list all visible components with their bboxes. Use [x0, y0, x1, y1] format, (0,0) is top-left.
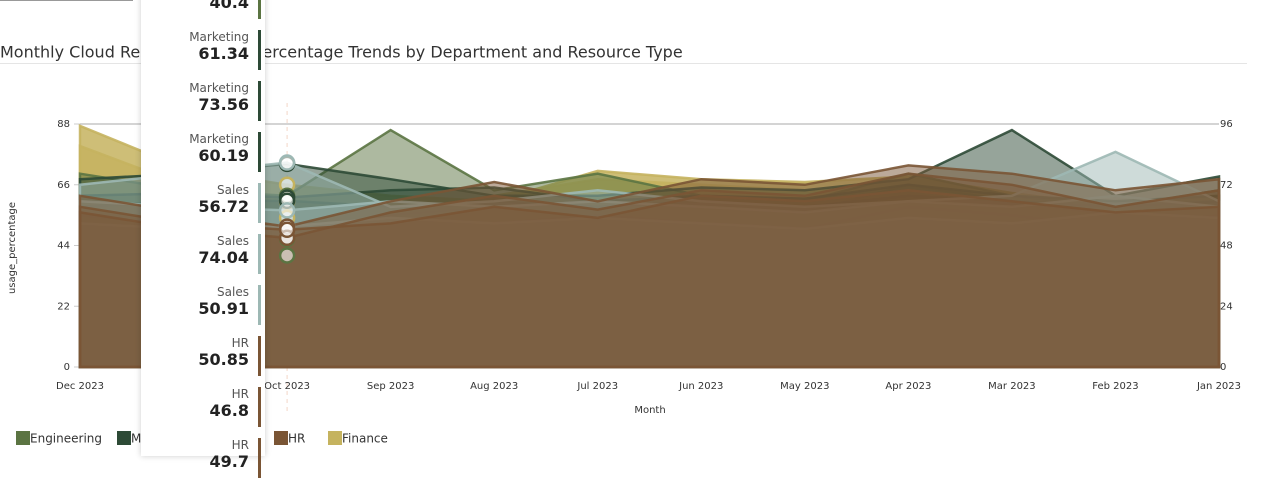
y-axis-label: usage_percentage	[7, 202, 18, 294]
tooltip-bar	[258, 81, 261, 121]
tooltip-value: 50.85	[198, 350, 249, 369]
tooltip-label: Marketing	[189, 30, 249, 44]
x-tick-label: Oct 2023	[264, 381, 310, 392]
tooltip-label: Marketing	[189, 132, 249, 146]
y-tick-label: 88	[57, 119, 70, 130]
hover-marker	[278, 247, 296, 264]
y2-tick-label: 0	[1220, 362, 1226, 373]
x-tick-label: Sep 2023	[367, 381, 414, 392]
tooltip-value: 50.91	[198, 299, 249, 318]
tooltip-value: 61.34	[198, 44, 249, 63]
y-tick-label: 0	[64, 362, 70, 373]
tooltip-bar	[258, 30, 261, 70]
tooltip-bar	[258, 183, 261, 223]
legend-label: Finance	[342, 432, 388, 446]
area	[78, 189, 1221, 369]
x-tick-label: Apr 2023	[885, 381, 931, 392]
tooltip-label: Marketing	[189, 81, 249, 95]
tooltip-value: 46.8	[209, 401, 249, 420]
tooltip-bar	[258, 438, 261, 478]
hover-marker	[278, 154, 296, 171]
x-tick-label: Aug 2023	[470, 381, 518, 392]
x-axis-label: Month	[634, 405, 665, 416]
y-tick-label: 44	[57, 241, 70, 252]
x-tick-label: Feb 2023	[1092, 381, 1138, 392]
x-tick-label: Jan 2023	[1196, 381, 1241, 392]
x-tick-label: Dec 2023	[56, 381, 104, 392]
tooltip-label: Sales	[217, 183, 249, 197]
legend-label: Engineering	[30, 432, 102, 446]
tooltip-label: Sales	[217, 285, 249, 299]
chart: Monthly Cloud Resource Usage Percentage …	[0, 0, 1247, 446]
tooltip: Engineering40.4Marketing61.34Marketing73…	[141, 0, 265, 478]
hover-marker	[278, 221, 296, 239]
y2-tick-label: 24	[1220, 301, 1233, 312]
tooltip-value: 74.04	[198, 248, 249, 267]
tooltip-value: 73.56	[198, 95, 249, 114]
legend-swatch	[117, 431, 131, 445]
tooltip-value: 49.7	[209, 452, 249, 471]
tooltip-label: HR	[231, 336, 249, 350]
legend-swatch	[274, 431, 288, 445]
tooltip-value: 60.19	[198, 146, 249, 165]
y2-tick-label: 48	[1220, 241, 1233, 252]
tooltip-item: Marketing 61.34	[141, 30, 261, 70]
tooltip-value: 56.72	[198, 197, 249, 216]
tooltip-item: Marketing 73.56	[141, 81, 261, 121]
tooltip-item: Marketing 60.19	[141, 132, 261, 172]
tooltip-label: HR	[231, 438, 249, 452]
tooltip-item: Sales 50.91	[141, 285, 261, 325]
tooltip-item: Sales 56.72	[141, 183, 261, 223]
tooltip-bar	[258, 387, 261, 427]
hover-marker	[278, 202, 296, 219]
y2-tick-label: 72	[1220, 180, 1233, 191]
x-tick-label: Mar 2023	[988, 381, 1036, 392]
tooltip-value: 40.4	[209, 0, 249, 12]
x-tick-label: Jul 2023	[576, 381, 618, 392]
tooltip-bar	[258, 336, 261, 376]
y-tick-label: 22	[57, 301, 70, 312]
tooltip-bar	[258, 234, 261, 274]
tooltip-bar	[258, 285, 261, 325]
tooltip-bar	[258, 0, 261, 19]
tooltip-item: Engineering40.4	[141, 0, 261, 19]
legend-swatch	[16, 431, 30, 445]
tooltip-label: Sales	[217, 234, 249, 248]
tooltip-item: HR 46.8	[141, 387, 261, 427]
x-tick-label: Jun 2023	[678, 381, 723, 392]
tooltip-item: Sales 74.04	[141, 234, 261, 274]
tooltip-item: HR 50.85	[141, 336, 261, 376]
tooltip-label: HR	[231, 387, 249, 401]
legend-swatch	[328, 431, 342, 445]
tooltip-item: HR 49.7	[141, 438, 261, 478]
page: Monthly Cloud Resource Usage Percentage …	[0, 0, 1247, 478]
y-tick-label: 66	[57, 180, 70, 191]
legend-label: HR	[288, 432, 305, 446]
x-tick-label: May 2023	[780, 381, 829, 392]
tooltip-bar	[258, 132, 261, 172]
y2-tick-label: 96	[1220, 119, 1233, 130]
chart-title: Monthly Cloud Resource Usage Percentage …	[0, 43, 683, 62]
